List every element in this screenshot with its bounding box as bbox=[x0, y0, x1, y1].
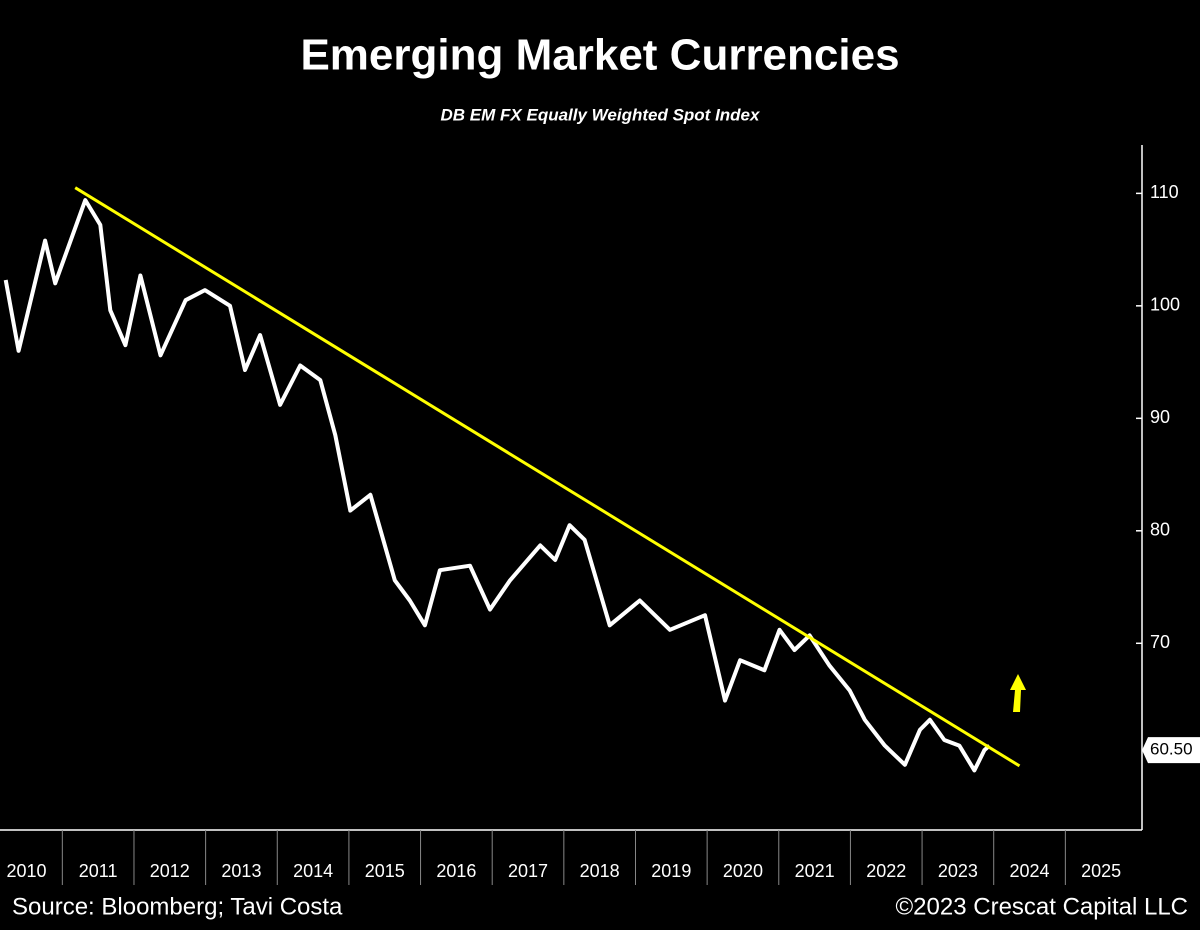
x-tick-label: 2011 bbox=[79, 861, 118, 881]
y-tick-label: 70 bbox=[1150, 632, 1170, 652]
copyright: ©2023 Crescat Capital LLC bbox=[896, 893, 1189, 920]
x-tick-label: 2016 bbox=[436, 861, 476, 881]
x-tick-label: 2024 bbox=[1010, 861, 1050, 881]
arrow bbox=[1010, 674, 1026, 712]
x-tick-label: 2023 bbox=[938, 861, 978, 881]
x-tick-label: 2019 bbox=[651, 861, 691, 881]
x-tick-label: 2018 bbox=[580, 861, 620, 881]
value-label-box bbox=[1142, 737, 1200, 764]
x-tick-label: 2022 bbox=[866, 861, 906, 881]
y-tick-label: 80 bbox=[1150, 520, 1170, 540]
line bbox=[74, 186, 1021, 768]
line bbox=[3, 198, 991, 773]
chart-title: Emerging Market Currencies bbox=[300, 31, 899, 80]
y-tick-label: 110 bbox=[1150, 182, 1179, 202]
y-tick-label: 90 bbox=[1150, 407, 1170, 427]
x-tick-label: 2025 bbox=[1081, 861, 1121, 881]
source: Source: Bloomberg; Tavi Costa bbox=[12, 893, 343, 920]
x-tick-label: 2017 bbox=[508, 861, 548, 881]
x-tick-label: 2012 bbox=[150, 861, 190, 881]
x-tick-label: 2021 bbox=[795, 861, 835, 881]
value-label: 60.50 bbox=[1150, 740, 1193, 759]
x-tick-label: 2013 bbox=[221, 861, 261, 881]
x-tick-label: 2020 bbox=[723, 861, 763, 881]
x-tick-label: 2010 bbox=[6, 861, 46, 881]
chart-subtitle: DB EM FX Equally Weighted Spot Index bbox=[441, 105, 761, 124]
x-tick-label: 2015 bbox=[365, 861, 405, 881]
x-tick-label: 2014 bbox=[293, 861, 333, 881]
y-tick-label: 100 bbox=[1150, 295, 1180, 315]
